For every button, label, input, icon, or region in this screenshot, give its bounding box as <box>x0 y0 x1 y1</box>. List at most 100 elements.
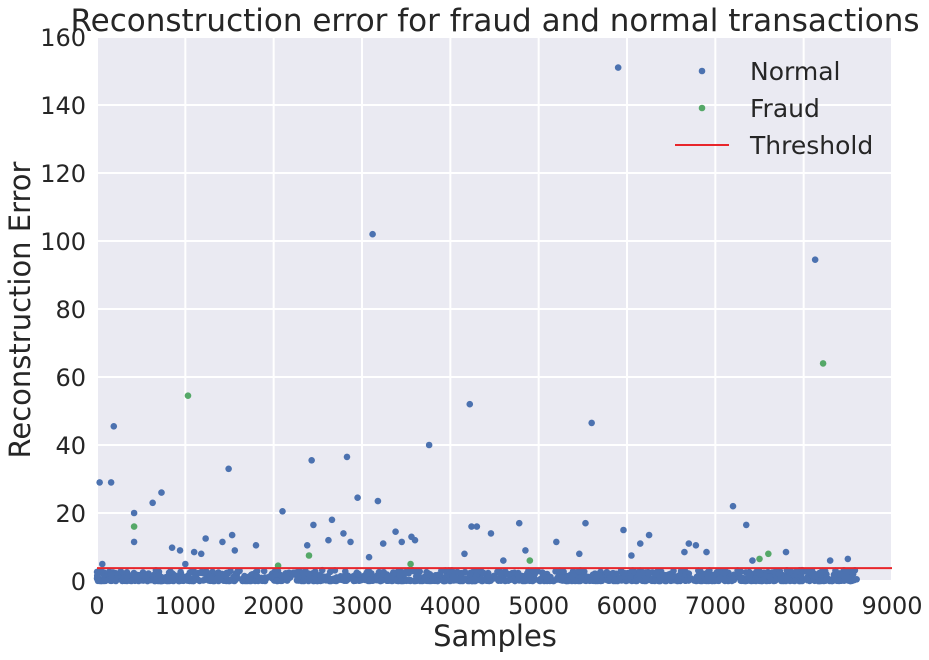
normal-point <box>265 573 272 581</box>
normal-point <box>340 530 347 537</box>
legend: Normal Fraud Threshold <box>675 57 873 160</box>
normal-point <box>522 547 529 554</box>
normal-point <box>107 570 115 578</box>
normal-point <box>387 575 395 582</box>
normal-point <box>292 569 300 576</box>
dense-normal-points <box>93 566 859 585</box>
normal-point <box>202 569 209 577</box>
normal-point <box>279 508 286 515</box>
normal-point <box>176 547 184 554</box>
normal-point <box>853 576 860 583</box>
normal-point <box>306 574 313 582</box>
normal-point <box>471 576 478 583</box>
normal-point <box>500 557 507 564</box>
normal-point <box>149 499 156 507</box>
data-points <box>96 64 860 583</box>
normal-point <box>191 573 199 580</box>
normal-point <box>497 570 504 577</box>
normal-point <box>182 560 189 568</box>
y-tick-label: 0 <box>71 568 86 596</box>
normal-point <box>756 570 764 578</box>
y-tick-label: 140 <box>40 92 86 120</box>
fraud-point <box>756 555 763 563</box>
y-tick-label: 120 <box>40 160 86 188</box>
legend-normal-label: Normal <box>750 57 840 86</box>
normal-point <box>811 256 819 264</box>
normal-point <box>620 526 627 534</box>
normal-point <box>112 577 120 585</box>
normal-point <box>130 538 138 546</box>
normal-point <box>260 567 268 575</box>
normal-point <box>445 567 453 575</box>
normal-point <box>355 570 362 578</box>
normal-point <box>347 538 354 546</box>
normal-point <box>652 570 660 578</box>
normal-point <box>682 577 689 584</box>
normal-point <box>434 577 441 585</box>
normal-point <box>332 577 340 585</box>
normal-point <box>326 575 334 583</box>
fraud-point <box>184 392 192 400</box>
normal-point <box>392 528 399 535</box>
normal-point <box>313 577 321 585</box>
normal-point <box>379 540 387 547</box>
normal-point <box>826 557 834 564</box>
normal-point <box>461 550 468 558</box>
normal-point <box>299 569 307 576</box>
normal-point <box>673 577 681 585</box>
normal-point <box>568 572 576 580</box>
normal-point <box>219 538 226 546</box>
normal-point <box>479 575 486 583</box>
normal-point <box>351 577 359 585</box>
normal-point <box>134 574 142 582</box>
normal-point <box>396 571 404 579</box>
normal-point <box>692 542 700 549</box>
normal-point <box>628 552 635 559</box>
normal-point <box>466 570 474 578</box>
normal-point <box>390 569 397 576</box>
normal-point <box>783 574 791 582</box>
normal-point <box>460 576 468 583</box>
normal-point <box>687 575 695 582</box>
normal-point <box>144 577 152 584</box>
normal-point <box>228 531 236 539</box>
normal-point <box>553 576 561 583</box>
normal-point <box>791 577 798 585</box>
normal-point <box>328 516 336 524</box>
normal-point <box>817 569 825 576</box>
normal-point <box>222 572 230 580</box>
normal-point <box>582 577 589 584</box>
y-tick-label: 60 <box>55 364 86 392</box>
y-tick-label: 20 <box>55 500 86 528</box>
normal-point <box>611 576 619 584</box>
normal-point <box>468 523 475 530</box>
normal-point <box>411 536 419 544</box>
normal-point <box>452 574 460 582</box>
normal-point <box>208 575 216 583</box>
normal-point <box>703 548 710 556</box>
normal-point <box>527 576 535 584</box>
normal-point <box>441 577 449 585</box>
x-tick-label: 1000 <box>155 592 216 620</box>
normal-point <box>777 577 785 585</box>
normal-point <box>598 577 606 585</box>
x-axis-ticks: 0 1000 2000 3000 4000 5000 6000 7000 8000 9000 <box>89 592 922 620</box>
normal-point <box>536 575 544 583</box>
fraud-point <box>407 560 414 568</box>
normal-point <box>303 542 311 549</box>
normal-point <box>592 573 600 581</box>
fraud-point <box>765 550 772 558</box>
normal-point <box>253 572 261 579</box>
x-axis-title: Samples <box>433 619 557 653</box>
legend-threshold-label: Threshold <box>749 131 873 160</box>
normal-point <box>803 576 811 583</box>
normal-point <box>849 570 857 578</box>
normal-point <box>519 577 527 585</box>
legend-fraud-marker <box>698 104 706 112</box>
normal-point <box>622 570 630 577</box>
normal-point <box>575 567 583 575</box>
normal-point <box>685 540 693 547</box>
normal-point <box>651 577 659 585</box>
normal-point <box>377 577 385 584</box>
normal-point <box>364 568 371 575</box>
